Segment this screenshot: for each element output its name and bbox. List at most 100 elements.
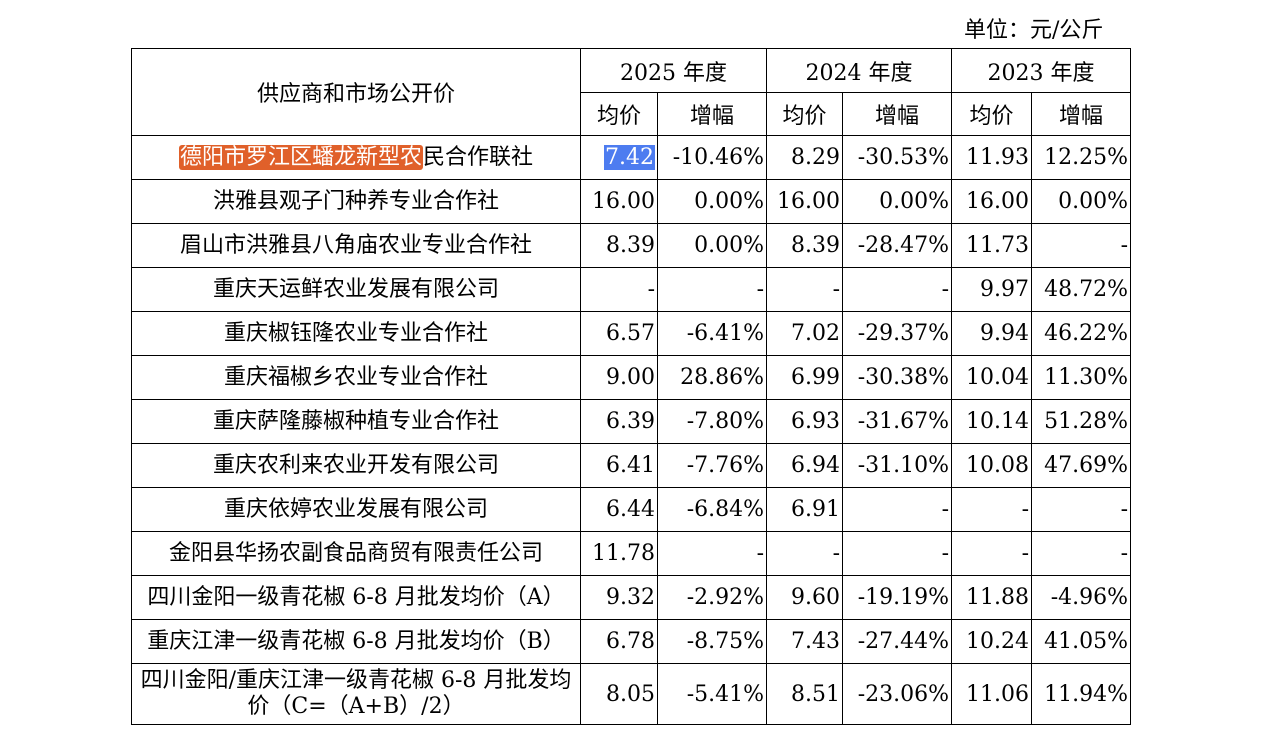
avg-price-2024-cell: 8.29	[766, 135, 844, 180]
avg-price-2023-cell: -	[951, 531, 1033, 576]
year-header-2025: 2025 年度	[579, 48, 768, 93]
supplier-name-cell[interactable]: 德阳市罗江区蟠龙新型农民合作联社	[131, 135, 581, 180]
change-2023-cell: 41.05%	[1031, 619, 1132, 664]
avg-price-2024-cell: -	[766, 267, 844, 312]
change-header: 增幅	[1031, 92, 1132, 136]
avg-price-2025-cell: 6.57	[580, 311, 658, 356]
avg-price-2024-cell: 6.94	[766, 443, 844, 488]
avg-price-2025-cell: 11.78	[580, 531, 658, 576]
change-2024-cell: -30.53%	[842, 135, 953, 180]
change-2024-cell: 0.00%	[842, 179, 953, 224]
avg-price-2023-cell: 16.00	[951, 179, 1033, 224]
avg-price-2025-cell: -	[580, 267, 658, 312]
avg-price-2025-cell: 16.00	[580, 179, 658, 224]
supplier-name-cell: 重庆江津一级青花椒 6-8 月批发均价（B）	[131, 619, 581, 664]
avg-price-2023-cell: 10.14	[951, 399, 1033, 444]
avg-price-2025-cell: 8.39	[580, 223, 658, 268]
supplier-name-cell: 重庆依婷农业发展有限公司	[131, 487, 581, 532]
change-2024-cell: -31.10%	[842, 443, 953, 488]
change-2023-cell: 0.00%	[1031, 179, 1132, 224]
change-2024-cell: -28.47%	[842, 223, 953, 268]
avg-price-2023-cell: -	[951, 487, 1033, 532]
selected-value[interactable]: 7.42	[604, 145, 655, 170]
table-row: 德阳市罗江区蟠龙新型农民合作联社 7.42 -10.46% 8.29 -30.5…	[131, 135, 1132, 180]
change-2024-cell: -	[842, 531, 953, 576]
change-2025-cell: -8.75%	[656, 619, 768, 664]
supplier-name-cell: 重庆农利来农业开发有限公司	[131, 443, 581, 488]
avg-price-2023-cell: 10.04	[951, 355, 1033, 400]
change-2025-cell: 28.86%	[656, 355, 768, 400]
avg-price-2023-cell: 10.24	[951, 619, 1033, 664]
table-row: 重庆江津一级青花椒 6-8 月批发均价（B） 6.78 -8.75% 7.43 …	[131, 619, 1132, 664]
avg-price-header: 均价	[580, 92, 658, 136]
change-2025-cell: -7.76%	[656, 443, 768, 488]
change-2024-cell: -	[842, 267, 953, 312]
change-2023-cell: 11.30%	[1031, 355, 1132, 400]
table-row: 眉山市洪雅县八角庙农业专业合作社 8.39 0.00% 8.39 -28.47%…	[131, 223, 1132, 268]
change-2025-cell: -5.41%	[656, 663, 768, 725]
header-row-years: 供应商和市场公开价 2025 年度 2024 年度 2023 年度	[131, 48, 1132, 136]
avg-price-2023-cell: 11.73	[951, 223, 1033, 268]
avg-price-2025-cell: 9.00	[580, 355, 658, 400]
change-2023-cell: -	[1031, 487, 1132, 532]
unit-label: 单位：元/公斤	[964, 18, 1104, 43]
supplier-name-rest: 民合作联社	[423, 144, 534, 170]
avg-price-2024-cell: 6.99	[766, 355, 844, 400]
change-2025-cell: -	[656, 267, 768, 312]
change-2025-cell: -2.92%	[656, 575, 768, 620]
table-row: 洪雅县观子门种养专业合作社 16.00 0.00% 16.00 0.00% 16…	[131, 179, 1132, 224]
avg-price-2025-cell: 6.39	[580, 399, 658, 444]
change-2025-cell: 0.00%	[656, 223, 768, 268]
avg-price-2024-cell: -	[766, 531, 844, 576]
supplier-column-header: 供应商和市场公开价	[131, 48, 581, 136]
table-row: 四川金阳/重庆江津一级青花椒 6-8 月批发均价（C=（A+B）/2） 8.05…	[131, 663, 1132, 725]
change-2024-cell: -19.19%	[842, 575, 953, 620]
change-header: 增幅	[656, 92, 768, 136]
change-2023-cell: 11.94%	[1031, 663, 1132, 725]
avg-price-2023-cell: 9.94	[951, 311, 1033, 356]
avg-price-2024-cell: 7.43	[766, 619, 844, 664]
change-2025-cell: -6.84%	[656, 487, 768, 532]
change-2024-cell: -27.44%	[842, 619, 953, 664]
table-row: 重庆椒钰隆农业专业合作社 6.57 -6.41% 7.02 -29.37% 9.…	[131, 311, 1132, 356]
avg-price-2024-cell: 8.39	[766, 223, 844, 268]
change-2023-cell: 48.72%	[1031, 267, 1132, 312]
table-row: 金阳县华扬农副食品商贸有限责任公司 11.78 - - - - -	[131, 531, 1132, 576]
year-header-2023: 2023 年度	[951, 48, 1132, 93]
year-header-2024: 2024 年度	[766, 48, 953, 93]
supplier-name-cell: 四川金阳/重庆江津一级青花椒 6-8 月批发均价（C=（A+B）/2）	[131, 663, 581, 725]
change-2025-cell: -10.46%	[656, 135, 768, 180]
change-2024-cell: -23.06%	[842, 663, 953, 725]
avg-price-2024-cell: 8.51	[766, 663, 844, 725]
supplier-name-cell: 重庆天运鲜农业发展有限公司	[131, 267, 581, 312]
avg-price-2023-cell: 11.06	[951, 663, 1033, 725]
change-2024-cell: -29.37%	[842, 311, 953, 356]
change-header: 增幅	[842, 92, 953, 136]
change-2024-cell: -	[842, 487, 953, 532]
change-2023-cell: 47.69%	[1031, 443, 1132, 488]
avg-price-2023-cell: 11.93	[951, 135, 1033, 180]
avg-price-2024-cell: 6.91	[766, 487, 844, 532]
avg-price-2025-cell: 6.41	[580, 443, 658, 488]
supplier-price-table: 供应商和市场公开价 2025 年度 2024 年度 2023 年度 均价 增幅 …	[131, 48, 1132, 725]
highlighted-text[interactable]: 德阳市罗江区蟠龙新型农	[178, 144, 423, 170]
avg-price-header: 均价	[766, 92, 844, 136]
change-2023-cell: -	[1031, 223, 1132, 268]
change-2025-cell: -6.41%	[656, 311, 768, 356]
table-row: 重庆天运鲜农业发展有限公司 - - - - 9.97 48.72%	[131, 267, 1132, 312]
change-2024-cell: -30.38%	[842, 355, 953, 400]
avg-price-header: 均价	[951, 92, 1033, 136]
avg-price-2025-cell: 8.05	[580, 663, 658, 725]
avg-price-2025-cell: 9.32	[580, 575, 658, 620]
supplier-name-cell: 重庆福椒乡农业专业合作社	[131, 355, 581, 400]
avg-price-2023-cell: 9.97	[951, 267, 1033, 312]
supplier-name-cell: 洪雅县观子门种养专业合作社	[131, 179, 581, 224]
avg-price-2024-cell: 16.00	[766, 179, 844, 224]
change-2025-cell: -7.80%	[656, 399, 768, 444]
avg-price-2025-cell[interactable]: 7.42	[580, 135, 658, 180]
change-2024-cell: -31.67%	[842, 399, 953, 444]
supplier-name-cell: 眉山市洪雅县八角庙农业专业合作社	[131, 223, 581, 268]
supplier-name-cell: 重庆椒钰隆农业专业合作社	[131, 311, 581, 356]
avg-price-2023-cell: 10.08	[951, 443, 1033, 488]
avg-price-2025-cell: 6.44	[580, 487, 658, 532]
